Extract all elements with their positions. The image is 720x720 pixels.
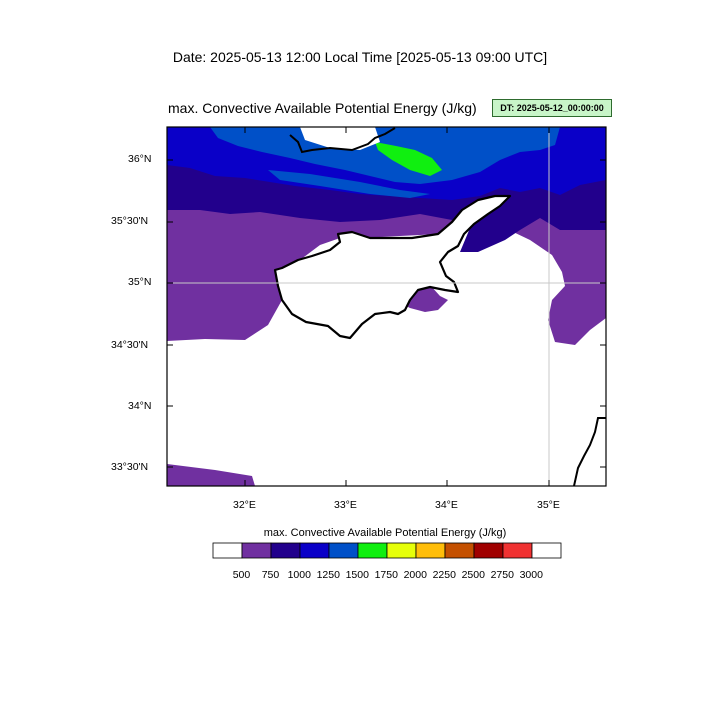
lon-ticks (244, 127, 550, 486)
colorbar-swatch (212, 542, 243, 559)
colorbar (212, 542, 562, 559)
lat-ticks (167, 159, 606, 468)
cape-1750-region (375, 142, 442, 176)
lon-label-34e: 34°E (435, 499, 458, 511)
lon-label-35e: 35°E (537, 499, 560, 511)
dt-badge: DT: 2025-05-12_00:00:00 (492, 99, 612, 117)
colorbar-label: 1750 (374, 569, 398, 581)
colorbar-label: 3000 (519, 569, 543, 581)
lon-label-32e: 32°E (233, 499, 256, 511)
colorbar-swatch (357, 542, 388, 559)
lat-label-33-30n: 33°30'N (111, 461, 149, 473)
colorbar-swatch (299, 542, 330, 559)
cape-below-500-north (300, 127, 380, 150)
colorbar-label: 500 (232, 569, 251, 581)
map-title: max. Convective Available Potential Ener… (168, 100, 477, 116)
lat-label-34n: 34°N (128, 400, 152, 412)
colorbar-swatch (531, 542, 562, 559)
colorbar-label: 2750 (490, 569, 514, 581)
colorbar-title: max. Convective Available Potential Ener… (263, 527, 507, 539)
colorbar-swatch (241, 542, 272, 559)
colorbar-label: 2250 (432, 569, 456, 581)
colorbar-label: 1500 (345, 569, 369, 581)
colorbar-swatch (473, 542, 504, 559)
map-frame (166, 126, 607, 487)
lat-label-35n: 35°N (128, 276, 152, 288)
date-title: Date: 2025-05-13 12:00 Local Time [2025-… (172, 49, 548, 65)
colorbar-swatch (502, 542, 533, 559)
lat-label-35-30n: 35°30'N (111, 215, 149, 227)
colorbar-label: 1250 (316, 569, 340, 581)
colorbar-label: 750 (261, 569, 280, 581)
colorbar-label: 2000 (403, 569, 427, 581)
colorbar-swatch (270, 542, 301, 559)
turkey-coast (289, 127, 396, 154)
colorbar-swatch (415, 542, 446, 559)
levant-coast (573, 417, 606, 486)
cape-1500-streak (268, 170, 430, 198)
colorbar-swatch (444, 542, 475, 559)
cape-field (167, 127, 606, 486)
colorbar-label: 1000 (287, 569, 311, 581)
cyprus-land (273, 194, 512, 340)
lat-label-36n: 36°N (128, 153, 152, 165)
cape-750-region-sw (167, 464, 255, 486)
lon-label-33e: 33°E (334, 499, 357, 511)
lat-label-34-30n: 34°30'N (111, 339, 149, 351)
colorbar-swatch (386, 542, 417, 559)
colorbar-swatch (328, 542, 359, 559)
colorbar-label: 2500 (461, 569, 485, 581)
